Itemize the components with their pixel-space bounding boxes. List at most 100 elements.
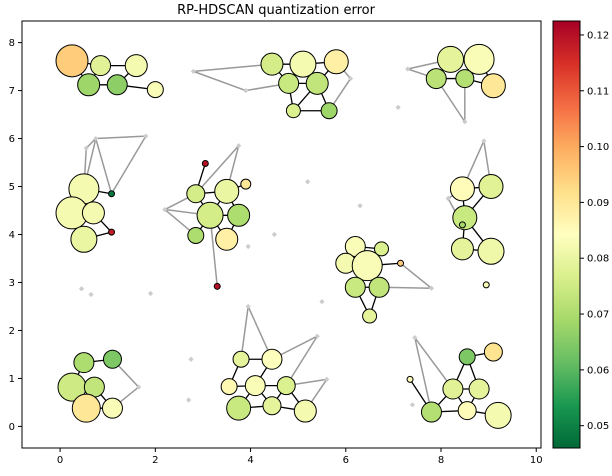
proxy-edge: [285, 335, 318, 387]
noise-point: [409, 402, 416, 408]
colorbar-tick-label: 0.08: [587, 254, 609, 265]
noise-point: [188, 356, 194, 362]
cluster-node: [468, 378, 490, 400]
colorbar-tick-label: 0.06: [587, 365, 609, 376]
cluster-node: [240, 178, 252, 190]
cluster-node: [220, 378, 238, 396]
plot-background: [22, 21, 541, 448]
cluster-node: [196, 201, 224, 229]
cluster-node: [482, 281, 490, 289]
cluster-node: [213, 282, 221, 290]
proxy-edge: [195, 145, 240, 195]
proxy-edge: [414, 337, 454, 390]
cluster-node: [108, 190, 116, 198]
cluster-node: [70, 225, 98, 253]
noise-point: [78, 286, 85, 292]
cluster-node: [124, 54, 148, 78]
cluster-node: [463, 43, 495, 75]
cluster-node: [449, 176, 475, 202]
cluster-node: [201, 159, 209, 167]
y-tick-label: 6: [9, 134, 15, 145]
y-tick-label: 7: [9, 86, 15, 97]
proxy-edge: [110, 135, 147, 195]
noise-point: [445, 195, 451, 202]
cluster-node: [483, 342, 503, 362]
cluster-node: [437, 45, 465, 73]
noise-point: [405, 66, 411, 72]
cluster-node: [102, 349, 122, 369]
x-tick-label: 8: [438, 455, 444, 466]
noise-point: [481, 138, 487, 144]
proxy-edge: [95, 135, 146, 140]
noise-point: [83, 145, 89, 151]
noise-point: [319, 299, 325, 305]
cluster-node: [244, 375, 266, 397]
y-tick-label: 3: [9, 278, 15, 289]
cluster-node: [285, 103, 301, 119]
cluster-node: [73, 352, 95, 374]
proxy-edge: [85, 138, 97, 149]
cluster-node: [108, 228, 116, 236]
cluster-node: [480, 73, 506, 99]
cluster-node: [187, 226, 205, 244]
cluster-node: [289, 50, 317, 78]
cluster-node: [71, 393, 101, 423]
cluster-node: [261, 348, 283, 370]
cluster-node: [484, 401, 512, 429]
noise-point: [190, 68, 197, 74]
proxy-edge: [95, 138, 113, 194]
proxy-edge: [193, 70, 247, 92]
noise-point: [305, 179, 311, 185]
cluster-node: [362, 308, 378, 324]
cluster-node: [232, 350, 250, 368]
cluster-node: [458, 221, 466, 229]
y-tick-label: 5: [9, 182, 15, 193]
cluster-node: [344, 276, 366, 298]
proxy-edge: [414, 337, 433, 413]
colorbar-tick-label: 0.09: [587, 198, 609, 209]
y-tick-label: 2: [9, 326, 15, 337]
cluster-node: [214, 178, 240, 204]
x-tick-label: 10: [530, 455, 543, 466]
cluster-node: [278, 72, 300, 94]
cluster-node: [397, 259, 405, 267]
cluster-node: [420, 401, 442, 423]
cluster-node: [227, 203, 251, 227]
noise-point: [236, 143, 242, 149]
colorbar-tick-label: 0.12: [587, 30, 609, 41]
cluster-node: [368, 276, 390, 298]
noise-point: [143, 133, 149, 139]
cluster-node: [351, 250, 383, 282]
cluster-node: [146, 81, 164, 99]
noise-point: [428, 285, 435, 291]
noise-point: [412, 335, 418, 341]
cluster-node: [478, 174, 504, 200]
axes: 0 2 4 6 8 10 0 1 2 3 4 5 6 7 8: [9, 20, 543, 466]
noise-point: [324, 376, 330, 382]
cluster-node: [81, 201, 105, 225]
cluster-node: [442, 378, 464, 400]
cluster-node: [90, 55, 112, 77]
cluster-node: [101, 397, 123, 419]
noise-point: [271, 231, 277, 238]
y-tick-label: 4: [9, 230, 15, 241]
cluster-node: [457, 401, 477, 421]
colorbar-gradient: [552, 20, 581, 449]
cluster-node: [373, 241, 389, 257]
cluster-node: [262, 396, 282, 416]
plot-area: [22, 21, 541, 448]
chart-title: RP-HDSCAN quantization error: [177, 3, 375, 18]
noise-point: [245, 303, 251, 310]
cluster-node: [406, 375, 414, 383]
cluster-node: [452, 205, 478, 231]
cluster-node: [55, 44, 89, 78]
noise-point: [395, 104, 401, 110]
cluster-node: [320, 102, 338, 120]
cluster-node: [276, 376, 296, 396]
x-tick-label: 0: [57, 455, 63, 466]
colorbar: 0.05 0.06 0.07 0.08 0.09 0.10 0.11 0.12: [552, 20, 609, 449]
x-tick-label: 2: [152, 455, 158, 466]
noise-point: [347, 75, 354, 82]
cluster-node: [260, 52, 284, 76]
